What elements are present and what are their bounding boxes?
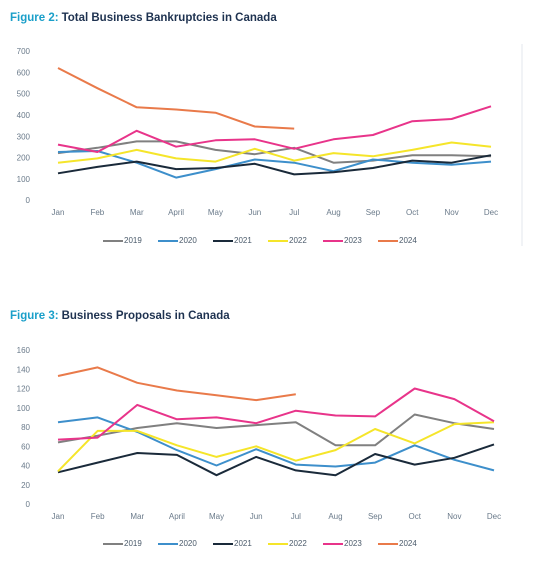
figure-label: Figure 3: (10, 310, 59, 322)
x-tick-label: May (208, 208, 223, 217)
legend-label: 2022 (289, 539, 307, 548)
x-tick-label: Jul (289, 208, 299, 217)
series-line (57, 443, 495, 477)
x-tick-label: Aug (326, 208, 340, 217)
y-tick-label: 700 (17, 47, 31, 56)
series-line (57, 141, 492, 164)
title: Business Proposals in Canada (62, 310, 231, 322)
series-line (57, 366, 296, 402)
x-tick-label: Dec (487, 512, 501, 521)
legend-label: 2021 (234, 236, 252, 245)
x-tick-label: Jun (250, 512, 263, 521)
legend-label: 2023 (344, 236, 362, 245)
chart-title: Figure 2: Total Business Bankruptcies in … (10, 12, 277, 24)
legend-label: 2021 (234, 539, 252, 548)
x-tick-label: Feb (91, 512, 105, 521)
y-tick-label: 60 (21, 442, 30, 451)
y-tick-label: 400 (17, 111, 31, 120)
x-tick-label: Sep (368, 512, 383, 521)
legend-label: 2019 (124, 539, 142, 548)
legend-label: 2024 (399, 236, 417, 245)
x-tick-label: Jan (52, 512, 65, 521)
x-tick-label: Mar (130, 512, 144, 521)
y-tick-label: 500 (17, 90, 31, 99)
y-tick-label: 0 (26, 196, 31, 205)
y-tick-label: 200 (17, 154, 31, 163)
series-line (57, 150, 492, 179)
y-tick-label: 80 (21, 423, 30, 432)
y-tick-label: 140 (17, 365, 31, 374)
series-line (57, 105, 492, 153)
y-tick-label: 160 (17, 346, 31, 355)
series-line (57, 416, 495, 472)
legend-label: 2020 (179, 236, 197, 245)
y-tick-label: 20 (21, 481, 30, 490)
x-tick-label: Mar (130, 208, 144, 217)
y-tick-label: 120 (17, 385, 31, 394)
legend-label: 2019 (124, 236, 142, 245)
x-tick-label: Nov (447, 512, 461, 521)
legend-label: 2023 (344, 539, 362, 548)
chart-title: Figure 3: Business Proposals in Canada (10, 310, 230, 322)
x-tick-label: Oct (409, 512, 422, 521)
title: Total Business Bankruptcies in Canada (62, 12, 278, 24)
y-tick-label: 300 (17, 132, 31, 141)
x-tick-label: Aug (328, 512, 342, 521)
x-tick-label: Jun (248, 208, 261, 217)
x-tick-label: Jan (52, 208, 65, 217)
legend-label: 2024 (399, 539, 417, 548)
legend-label: 2022 (289, 236, 307, 245)
y-tick-label: 40 (21, 462, 30, 471)
y-tick-label: 100 (17, 175, 31, 184)
series-line (57, 140, 492, 164)
y-tick-label: 600 (17, 68, 31, 77)
x-tick-label: Oct (406, 208, 419, 217)
y-tick-label: 100 (17, 404, 31, 413)
series-line (57, 67, 295, 130)
series-line (57, 154, 492, 176)
series-line (57, 387, 495, 441)
x-tick-label: Feb (90, 208, 104, 217)
y-tick-label: 0 (26, 500, 31, 509)
figure-label: Figure 2: (10, 12, 59, 24)
x-tick-label: Nov (445, 208, 459, 217)
x-tick-label: Sep (366, 208, 381, 217)
series-line (57, 421, 495, 473)
x-tick-label: May (209, 512, 224, 521)
x-tick-label: April (169, 512, 185, 521)
x-tick-label: Jul (291, 512, 301, 521)
legend-label: 2020 (179, 539, 197, 548)
x-tick-label: April (168, 208, 184, 217)
x-tick-label: Dec (484, 208, 498, 217)
